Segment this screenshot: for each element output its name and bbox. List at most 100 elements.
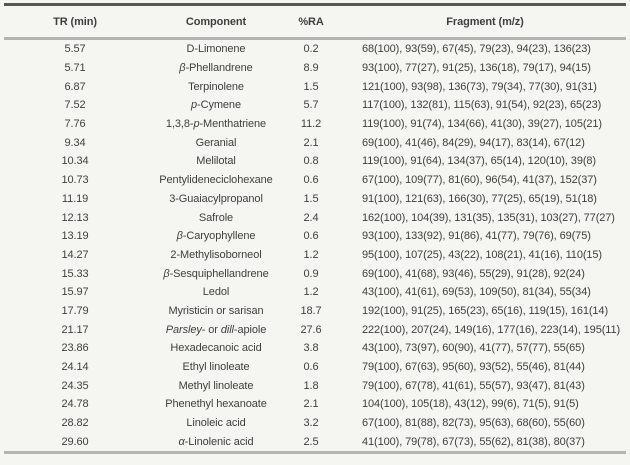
table-row: 17.79 Myristicin or sarisan 18.7 192(100), … <box>0 302 630 321</box>
table-row: 23.86 Hexadecanoic acid 3.8 43(100), 73(97)… <box>0 339 630 358</box>
ra-cell: 8.9 <box>303 62 319 75</box>
component-cell: D-Limonene <box>186 43 246 56</box>
fragments-cell: 119(100), 91(64), 134(37), 65(14), 120(1… <box>362 155 596 168</box>
tr-cell: 7.52 <box>64 99 86 112</box>
component-cell: α-Linolenic acid <box>178 435 254 448</box>
table-top-rule <box>4 3 626 6</box>
tr-cell: 24.14 <box>61 361 89 374</box>
table-row: 15.33 β-Sesquiphellandrene 0.9 69(100), 41(… <box>0 264 630 283</box>
component-cell: Terpinolene <box>188 80 244 93</box>
fragments-cell: 68(100), 93(59), 67(45), 79(23), 94(23),… <box>362 43 591 56</box>
ra-cell: 0.8 <box>303 155 319 168</box>
component-cell: Linoleic acid <box>186 417 246 430</box>
tr-cell: 24.78 <box>61 398 89 411</box>
table-bottom-rule <box>4 451 626 454</box>
fragments-cell: 162(100), 104(39), 131(35), 135(31), 103… <box>362 211 615 224</box>
header-component: Component <box>185 15 247 28</box>
table-row: 11.19 3-Guaiacylpropanol 1.5 91(100), 121(6… <box>0 190 630 209</box>
component-cell: β-Phellandrene <box>179 62 253 75</box>
ra-cell: 0.6 <box>303 230 319 243</box>
component-cell: Parsley- or dill-apiole <box>165 323 267 336</box>
ra-cell: 2.1 <box>303 136 319 149</box>
ra-cell: 1.2 <box>303 286 319 299</box>
fragments-cell: 192(100), 91(25), 165(23), 65(16), 119(1… <box>362 304 609 317</box>
table-row: 5.57 D-Limonene 0.2 68(100), 93(59), 67(45)… <box>0 40 630 59</box>
fragments-cell: 79(100), 67(78), 41(61), 55(57), 93(47),… <box>362 379 585 392</box>
fragments-cell: 104(100), 105(18), 43(12), 99(6), 71(5),… <box>362 398 579 411</box>
table-row: 24.78 Phenethyl hexanoate 2.1 104(100), 105… <box>0 395 630 414</box>
table-row: 13.19 β-Caryophyllene 0.6 93(100), 133(92),… <box>0 227 630 246</box>
component-cell: p-Cymene <box>191 99 241 112</box>
tr-cell: 29.60 <box>61 435 89 448</box>
fragments-cell: 67(100), 109(77), 81(60), 96(54), 41(37)… <box>362 174 597 187</box>
component-cell: 1,3,8-p-Menthatriene <box>165 118 267 131</box>
table-row: 5.71 β-Phellandrene 8.9 93(100), 77(27), 91… <box>0 59 630 78</box>
component-cell: Ledol <box>202 286 230 299</box>
ra-cell: 3.2 <box>303 417 319 430</box>
ra-cell: 1.8 <box>303 379 319 392</box>
ra-cell: 1.2 <box>303 248 319 261</box>
table-row: 24.14 Ethyl linoleate 0.6 79(100), 67(63), … <box>0 358 630 377</box>
table-row: 14.27 2-Methylisoborneol 1.2 95(100), 107(2… <box>0 246 630 265</box>
table-header-row: TR (min) Component %RA Fragment (m/z) <box>0 6 630 37</box>
tr-cell: 10.34 <box>61 155 89 168</box>
ra-cell: 2.5 <box>303 435 319 448</box>
component-cell: Melilotal <box>196 155 236 168</box>
component-cell: Ethyl linoleate <box>182 361 250 374</box>
component-cell: Geranial <box>195 136 237 149</box>
fragments-cell: 41(100), 79(78), 67(73), 55(62), 81(38),… <box>362 435 585 448</box>
header-tr-min: TR (min) <box>53 15 97 28</box>
ra-cell: 0.6 <box>303 174 319 187</box>
tr-cell: 6.87 <box>64 80 86 93</box>
table-row: 21.17 Parsley- or dill-apiole 27.6 222(100)… <box>0 320 630 339</box>
ra-cell: 0.9 <box>303 267 319 280</box>
fragments-cell: 43(100), 73(97), 60(90), 41(77), 57(77),… <box>362 342 585 355</box>
component-cell: 2-Methylisoborneol <box>170 248 262 261</box>
table-row: 7.52 p-Cymene 5.7 117(100), 132(81), 115(63… <box>0 96 630 115</box>
tr-cell: 7.76 <box>64 118 86 131</box>
tr-cell: 5.57 <box>64 43 86 56</box>
tr-cell: 12.13 <box>61 211 89 224</box>
table-row: 7.76 1,3,8-p-Menthatriene 11.2 119(100), 91… <box>0 115 630 134</box>
table-row: 12.13 Safrole 2.4 162(100), 104(39), 131(35… <box>0 208 630 227</box>
tr-cell: 23.86 <box>61 342 89 355</box>
fragments-cell: 121(100), 93(98), 136(73), 79(34), 77(30… <box>362 80 597 93</box>
component-cell: 3-Guaiacylpropanol <box>169 192 263 205</box>
component-cell: Phenethyl hexanoate <box>165 398 267 411</box>
ra-cell: 11.2 <box>300 118 322 131</box>
fragments-cell: 43(100), 41(61), 69(53), 109(50), 81(34)… <box>362 286 591 299</box>
table-header-rule <box>4 37 626 40</box>
ra-cell: 3.8 <box>303 342 319 355</box>
table-row: 6.87 Terpinolene 1.5 121(100), 93(98), 136(… <box>0 77 630 96</box>
fragments-cell: 79(100), 67(63), 95(60), 93(52), 55(46),… <box>362 361 585 374</box>
tr-cell: 9.34 <box>64 136 86 149</box>
component-cell: β-Sesquiphellandrene <box>163 267 269 280</box>
ra-cell: 1.5 <box>303 192 319 205</box>
table-body: 5.57 D-Limonene 0.2 68(100), 93(59), 67(45)… <box>0 40 630 451</box>
ra-cell: 2.4 <box>303 211 319 224</box>
tr-cell: 15.33 <box>61 267 89 280</box>
fragments-cell: 93(100), 133(92), 91(86), 41(77), 79(76)… <box>362 230 591 243</box>
ra-cell: 18.7 <box>300 304 322 317</box>
ra-cell: 5.7 <box>303 99 319 112</box>
fragments-cell: 67(100), 81(88), 82(73), 95(63), 68(60),… <box>362 417 585 430</box>
fragments-cell: 91(100), 121(63), 166(30), 77(25), 65(19… <box>362 192 597 205</box>
header-percent-ra: %RA <box>298 15 324 28</box>
table-row: 10.34 Melilotal 0.8 119(100), 91(64), 134(3… <box>0 152 630 171</box>
table-row: 10.73 Pentylideneciclohexane 0.6 67(100), 1… <box>0 171 630 190</box>
ra-cell: 1.5 <box>303 80 319 93</box>
tr-cell: 10.73 <box>61 174 89 187</box>
fragments-cell: 69(100), 41(46), 84(29), 94(17), 83(14),… <box>362 136 585 149</box>
tr-cell: 14.27 <box>61 248 89 261</box>
table-row: 9.34 Geranial 2.1 69(100), 41(46), 84(29), … <box>0 133 630 152</box>
header-fragment-mz: Fragment (m/z) <box>446 15 524 28</box>
tr-cell: 15.97 <box>61 286 89 299</box>
fragments-cell: 69(100), 41(68), 93(46), 55(29), 91(28),… <box>362 267 585 280</box>
component-cell: Myristicin or sarisan <box>168 304 264 317</box>
fragments-cell: 95(100), 107(25), 43(22), 108(21), 41(16… <box>362 248 602 261</box>
component-cell: Methyl linoleate <box>178 379 254 392</box>
table-row: 24.35 Methyl linoleate 1.8 79(100), 67(78),… <box>0 376 630 395</box>
tr-cell: 5.71 <box>64 62 86 75</box>
component-cell: Pentylideneciclohexane <box>159 174 273 187</box>
tr-cell: 13.19 <box>61 230 89 243</box>
